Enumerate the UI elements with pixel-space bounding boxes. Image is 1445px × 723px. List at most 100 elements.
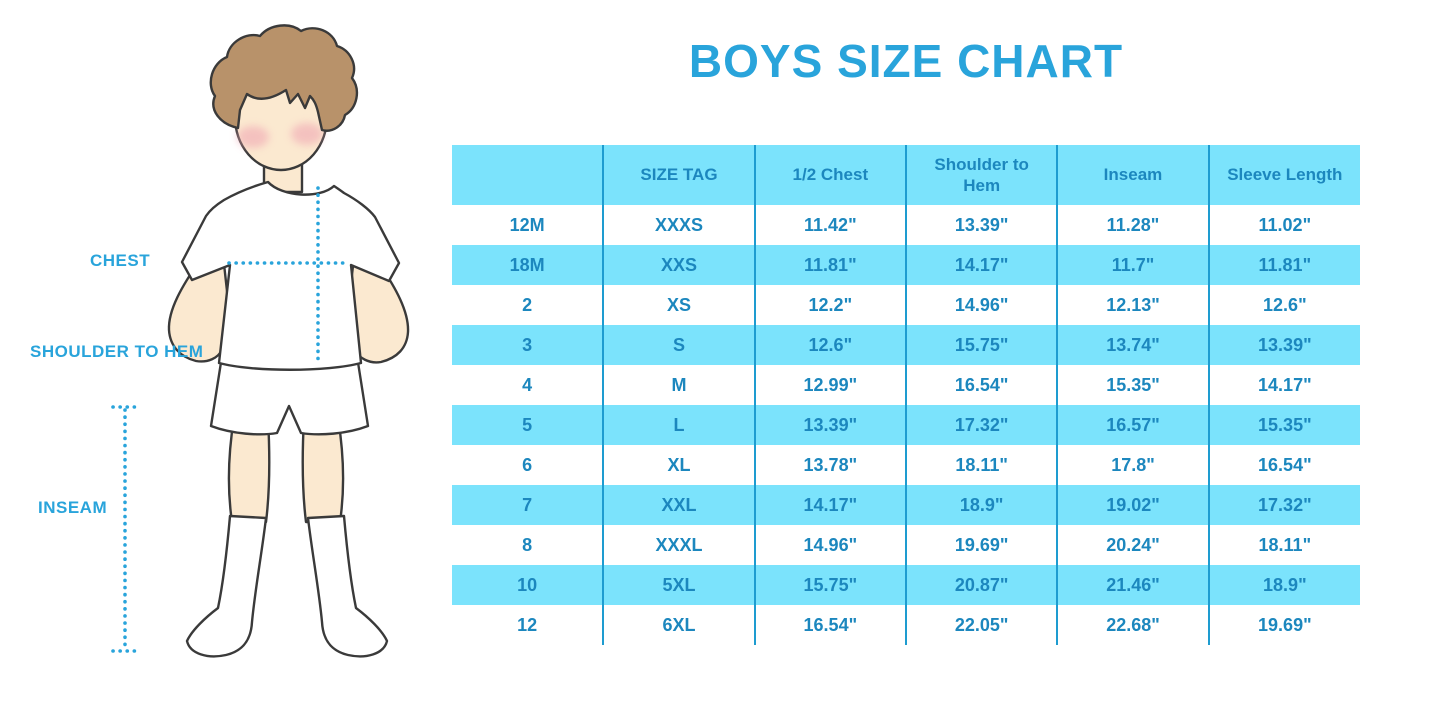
table-cell: 16.54" (904, 365, 1058, 405)
table-cell: XXXL (602, 525, 755, 565)
table-cell: 15.35" (1056, 365, 1209, 405)
table-cell: 18M (452, 245, 604, 285)
table-cell: 12.6" (753, 325, 906, 365)
table-cell: 14.17" (904, 245, 1058, 285)
table-row: 2 XS 12.2" 14.96" 12.13" 12.6" (452, 285, 1360, 325)
table-cell: 18.11" (904, 445, 1058, 485)
table-cell: 3 (452, 325, 604, 365)
table-cell: 12.2" (753, 285, 906, 325)
table-cell: 12.99" (753, 365, 906, 405)
table-cell: 18.11" (1207, 525, 1360, 565)
table-row: 6 XL 13.78" 18.11" 17.8" 16.54" (452, 445, 1360, 485)
table-cell: 13.78" (753, 445, 906, 485)
inseam-measure-line (111, 405, 139, 653)
table-row: 12 6XL 16.54" 22.05" 22.68" 19.69" (452, 605, 1360, 645)
table-cell: 11.81" (753, 245, 906, 285)
table-cell: M (602, 365, 755, 405)
table-row: 8 XXXL 14.96" 19.69" 20.24" 18.11" (452, 525, 1360, 565)
right-cheek (291, 123, 323, 145)
table-cell: 15.75" (753, 565, 906, 605)
table-cell: 20.87" (904, 565, 1058, 605)
column-header (452, 145, 604, 205)
table-cell: 13.39" (1207, 325, 1360, 365)
table-cell: XXS (602, 245, 755, 285)
table-cell: 21.46" (1056, 565, 1209, 605)
size-table-header: SIZE TAG 1/2 Chest Shoulder to Hem Inseam Sl… (452, 145, 1360, 205)
table-cell: 15.35" (1207, 405, 1360, 445)
table-cell: 11.02" (1207, 205, 1360, 245)
table-cell: 12.13" (1056, 285, 1209, 325)
column-header: SIZE TAG (602, 145, 755, 205)
table-cell: 15.75" (904, 325, 1058, 365)
boy-figure-illustration (111, 24, 410, 658)
table-cell: 19.02" (1056, 485, 1209, 525)
size-table: SIZE TAG 1/2 Chest Shoulder to Hem Inseam Sl… (452, 145, 1360, 645)
table-row: 4 M 12.99" 16.54" 15.35" 14.17" (452, 365, 1360, 405)
table-cell: 10 (452, 565, 604, 605)
tshirt-shape (180, 180, 401, 371)
table-cell: 11.7" (1056, 245, 1209, 285)
left-arm-shape (167, 258, 230, 363)
right-sock-shape (306, 514, 389, 658)
left-cheek (237, 126, 269, 148)
table-cell: 14.96" (753, 525, 906, 565)
table-row: 10 5XL 15.75" 20.87" 21.46" 18.9" (452, 565, 1360, 605)
table-cell: 18.9" (1207, 565, 1360, 605)
table-cell: 19.69" (904, 525, 1058, 565)
table-cell: XXL (602, 485, 755, 525)
table-cell: S (602, 325, 755, 365)
size-table-body: 12M XXXS 11.42" 13.39" 11.28" 11.02" 18M XXS 11.… (452, 205, 1360, 645)
table-cell: 5XL (602, 565, 755, 605)
table-row: 18M XXS 11.81" 14.17" 11.7" 11.81" (452, 245, 1360, 285)
table-cell: 12M (452, 205, 604, 245)
table-cell: 14.17" (1207, 365, 1360, 405)
table-cell: 19.69" (1207, 605, 1360, 645)
inseam-label: INSEAM (38, 498, 108, 517)
hair-shape (209, 24, 359, 132)
table-cell: L (602, 405, 755, 445)
table-cell: XS (602, 285, 755, 325)
column-header: Sleeve Length (1207, 145, 1360, 205)
table-cell: 12.6" (1207, 285, 1360, 325)
table-cell: 17.8" (1056, 445, 1209, 485)
table-cell: 16.54" (753, 605, 906, 645)
table-cell: 2 (452, 285, 604, 325)
table-cell: 20.24" (1056, 525, 1209, 565)
table-cell: 17.32" (904, 405, 1058, 445)
table-cell: 11.28" (1056, 205, 1209, 245)
table-cell: 13.74" (1056, 325, 1209, 365)
table-row: 12M XXXS 11.42" 13.39" 11.28" 11.02" (452, 205, 1360, 245)
column-header: 1/2 Chest (753, 145, 906, 205)
page-title: BOYS SIZE CHART (688, 35, 1124, 87)
table-cell: 6 (452, 445, 604, 485)
left-sock-shape (185, 514, 268, 658)
table-row: 5 L 13.39" 17.32" 16.57" 15.35" (452, 405, 1360, 445)
table-cell: 4 (452, 365, 604, 405)
table-cell: 5 (452, 405, 604, 445)
table-row: 7 XXL 14.17" 18.9" 19.02" 17.32" (452, 485, 1360, 525)
table-row: 3 S 12.6" 15.75" 13.74" 13.39" (452, 325, 1360, 365)
table-cell: 16.54" (1207, 445, 1360, 485)
chest-label: CHEST (90, 251, 151, 270)
table-cell: 14.17" (753, 485, 906, 525)
table-cell: 11.81" (1207, 245, 1360, 285)
table-cell: 22.68" (1056, 605, 1209, 645)
table-cell: 18.9" (904, 485, 1058, 525)
column-header: Inseam (1056, 145, 1209, 205)
table-cell: 16.57" (1056, 405, 1209, 445)
table-cell: 17.32" (1207, 485, 1360, 525)
table-cell: 7 (452, 485, 604, 525)
shoulder-to-hem-label: SHOULDER TO HEM (30, 342, 204, 361)
column-header: Shoulder to Hem (904, 145, 1058, 205)
table-cell: XXXS (602, 205, 755, 245)
table-cell: 11.42" (753, 205, 906, 245)
table-cell: 12 (452, 605, 604, 645)
table-cell: 13.39" (753, 405, 906, 445)
table-cell: XL (602, 445, 755, 485)
table-cell: 8 (452, 525, 604, 565)
table-cell: 13.39" (904, 205, 1058, 245)
table-cell: 6XL (602, 605, 755, 645)
table-cell: 14.96" (904, 285, 1058, 325)
table-cell: 22.05" (904, 605, 1058, 645)
